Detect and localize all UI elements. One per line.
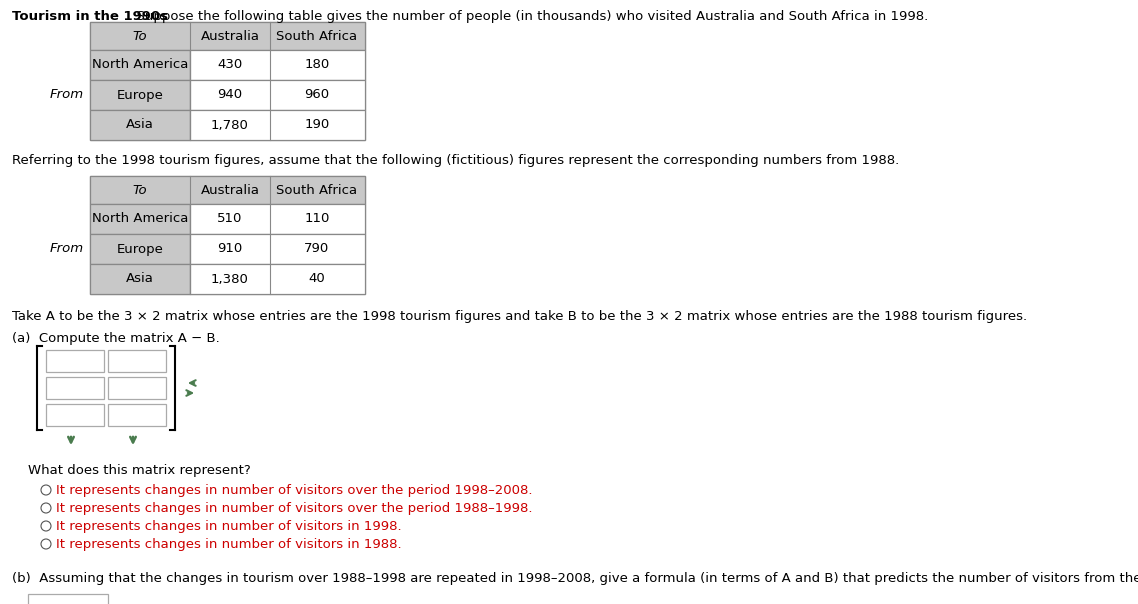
Bar <box>46 350 104 372</box>
Text: South Africa: South Africa <box>277 30 357 42</box>
Text: Take A to be the 3 × 2 matrix whose entries are the 1998 tourism figures and tak: Take A to be the 3 × 2 matrix whose entr… <box>13 310 1028 323</box>
Bar <box>190 50 365 80</box>
Text: North America: North America <box>92 59 188 71</box>
Bar <box>90 176 365 204</box>
Bar <box>46 377 104 399</box>
Text: 430: 430 <box>217 59 242 71</box>
Text: From: From <box>50 89 84 101</box>
Text: 40: 40 <box>308 272 325 286</box>
Bar <box>108 404 166 426</box>
Text: Australia: Australia <box>200 184 259 196</box>
Circle shape <box>41 539 51 549</box>
Text: (b)  Assuming that the changes in tourism over 1988–1998 are repeated in 1998–20: (b) Assuming that the changes in tourism… <box>13 572 1138 585</box>
Bar <box>28 594 108 604</box>
Text: It represents changes in number of visitors over the period 1998–2008.: It represents changes in number of visit… <box>56 484 533 497</box>
Bar <box>90 176 365 294</box>
Bar <box>90 204 190 234</box>
Bar <box>90 22 365 140</box>
Text: 510: 510 <box>217 213 242 225</box>
Bar <box>90 110 190 140</box>
Text: (a)  Compute the matrix A − B.: (a) Compute the matrix A − B. <box>13 332 220 345</box>
Text: Europe: Europe <box>116 242 164 255</box>
Bar <box>190 80 365 110</box>
Text: 190: 190 <box>304 118 330 132</box>
Bar <box>90 80 190 110</box>
Text: From: From <box>50 242 84 255</box>
Bar <box>108 350 166 372</box>
Circle shape <box>41 521 51 531</box>
Text: It represents changes in number of visitors over the period 1988–1998.: It represents changes in number of visit… <box>56 502 533 515</box>
Bar <box>190 110 365 140</box>
Bar <box>90 264 190 294</box>
Bar <box>90 50 190 80</box>
Text: Asia: Asia <box>126 272 154 286</box>
Text: 960: 960 <box>305 89 330 101</box>
Text: 790: 790 <box>304 242 330 255</box>
Circle shape <box>41 503 51 513</box>
Text: 910: 910 <box>217 242 242 255</box>
Text: 110: 110 <box>304 213 330 225</box>
Text: Suppose the following table gives the number of people (in thousands) who visite: Suppose the following table gives the nu… <box>127 10 929 23</box>
Text: 1,380: 1,380 <box>211 272 249 286</box>
Bar <box>108 377 166 399</box>
Bar <box>190 234 365 264</box>
Text: It represents changes in number of visitors in 1998.: It represents changes in number of visit… <box>56 520 402 533</box>
Text: 1,780: 1,780 <box>211 118 249 132</box>
Text: Europe: Europe <box>116 89 164 101</box>
Text: 180: 180 <box>304 59 330 71</box>
Text: To: To <box>133 30 147 42</box>
Text: Tourism in the 1990s: Tourism in the 1990s <box>13 10 168 23</box>
Text: Referring to the 1998 tourism figures, assume that the following (fictitious) fi: Referring to the 1998 tourism figures, a… <box>13 154 899 167</box>
Bar <box>90 234 190 264</box>
Text: Asia: Asia <box>126 118 154 132</box>
Bar <box>90 22 365 50</box>
Text: North America: North America <box>92 213 188 225</box>
Text: It represents changes in number of visitors in 1988.: It represents changes in number of visit… <box>56 538 402 551</box>
Bar <box>46 404 104 426</box>
Circle shape <box>41 485 51 495</box>
Bar <box>190 264 365 294</box>
Bar <box>190 204 365 234</box>
Text: To: To <box>133 184 147 196</box>
Text: South Africa: South Africa <box>277 184 357 196</box>
Text: What does this matrix represent?: What does this matrix represent? <box>28 464 250 477</box>
Text: 940: 940 <box>217 89 242 101</box>
Text: Australia: Australia <box>200 30 259 42</box>
